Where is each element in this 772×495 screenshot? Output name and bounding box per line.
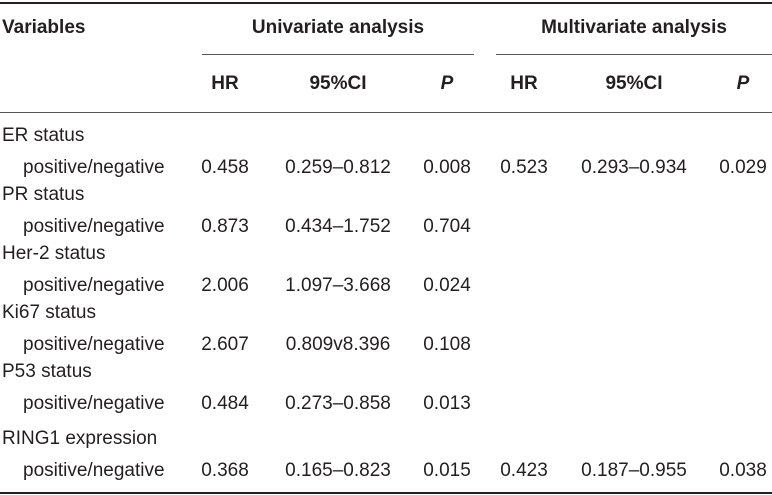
uni-ci-value: 0.259–0.812 bbox=[285, 157, 391, 178]
uni-hr-value: 0.873 bbox=[201, 216, 249, 237]
row-sublabel: positive/negative bbox=[23, 157, 165, 178]
row-label: Ki67 status bbox=[2, 302, 96, 323]
uni-hr-value: 2.006 bbox=[201, 275, 249, 296]
uni-ci-value: 0.809v8.396 bbox=[285, 334, 391, 355]
header-variables: Variables bbox=[2, 17, 86, 38]
uni-p-value: 0.024 bbox=[423, 275, 471, 296]
header-multi-hr: HR bbox=[510, 73, 538, 94]
header-multi-ci: 95%CI bbox=[605, 73, 663, 94]
row-sublabel: positive/negative bbox=[23, 275, 165, 296]
multivariate-span-rule bbox=[496, 54, 772, 55]
uni-ci-value: 0.273–0.858 bbox=[285, 393, 391, 414]
multi-p-value: 0.038 bbox=[719, 460, 767, 481]
top-rule bbox=[0, 2, 772, 4]
uni-p-value: 0.008 bbox=[423, 157, 471, 178]
row-label: Her-2 status bbox=[2, 243, 106, 264]
header-uni-p: P bbox=[440, 73, 454, 94]
uni-p-value: 0.013 bbox=[423, 393, 471, 414]
row-sublabel: positive/negative bbox=[23, 393, 165, 414]
row-label: ER status bbox=[2, 125, 85, 146]
uni-p-value: 0.015 bbox=[423, 460, 471, 481]
row-label: PR status bbox=[2, 184, 85, 205]
uni-hr-value: 0.368 bbox=[201, 460, 249, 481]
uni-hr-value: 0.458 bbox=[201, 157, 249, 178]
row-label: RING1 expression bbox=[2, 428, 158, 449]
uni-ci-value: 0.165–0.823 bbox=[285, 460, 391, 481]
row-sublabel: positive/negative bbox=[23, 334, 165, 355]
multi-p-value: 0.029 bbox=[719, 157, 767, 178]
uni-p-value: 0.108 bbox=[423, 334, 471, 355]
header-multi-p: P bbox=[736, 73, 750, 94]
header-univariate: Univariate analysis bbox=[251, 17, 425, 38]
multi-hr-value: 0.423 bbox=[500, 460, 548, 481]
uni-hr-value: 2.607 bbox=[201, 334, 249, 355]
row-label: P53 status bbox=[2, 361, 92, 382]
uni-p-value: 0.704 bbox=[423, 216, 471, 237]
row-sublabel: positive/negative bbox=[23, 460, 165, 481]
multi-ci-value: 0.187–0.955 bbox=[581, 460, 687, 481]
row-sublabel: positive/negative bbox=[23, 216, 165, 237]
uni-hr-value: 0.484 bbox=[201, 393, 249, 414]
multi-hr-value: 0.523 bbox=[500, 157, 548, 178]
uni-ci-value: 0.434–1.752 bbox=[285, 216, 391, 237]
univariate-span-rule bbox=[202, 54, 474, 55]
uni-ci-value: 1.097–3.668 bbox=[285, 275, 391, 296]
header-uni-hr: HR bbox=[211, 73, 239, 94]
multi-ci-value: 0.293–0.934 bbox=[581, 157, 687, 178]
bottom-rule bbox=[0, 492, 772, 494]
header-uni-ci: 95%CI bbox=[309, 73, 367, 94]
header-multivariate: Multivariate analysis bbox=[541, 17, 727, 38]
header-bottom-rule bbox=[0, 112, 772, 113]
